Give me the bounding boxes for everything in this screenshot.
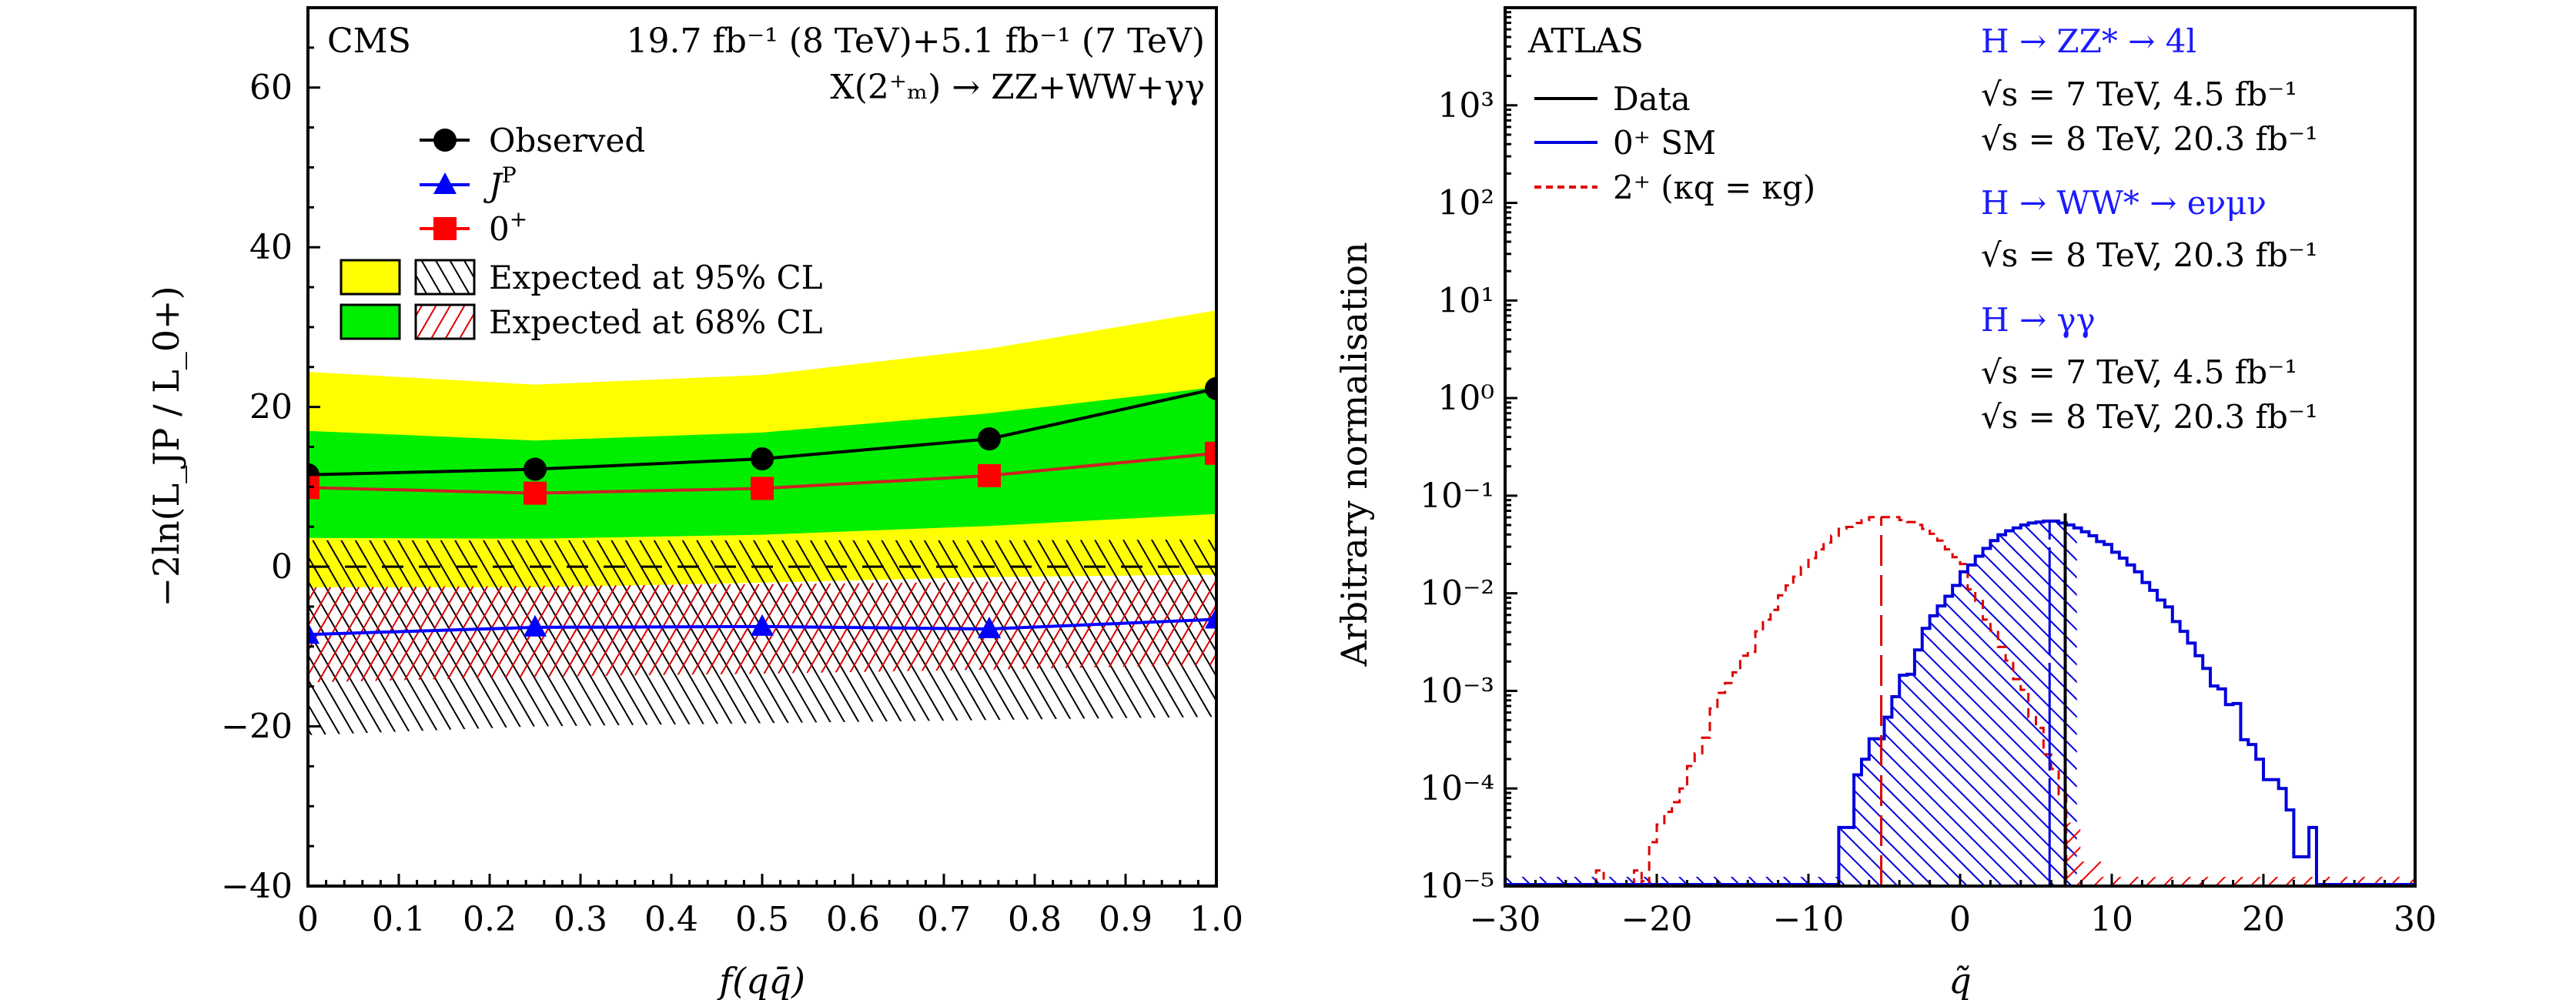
x-tick-label: 0.7 [917,900,971,939]
legend-hatch-swatch [414,259,476,296]
legend-label: 2⁺ (κq = κg) [1613,169,1815,206]
legend-label: Expected at 68% CL [489,303,823,341]
legend-label: Observed [489,122,645,159]
marker-jp [524,614,547,637]
y-tick-label: 20 [249,388,293,427]
hatched-area-0plus [1838,520,2077,886]
x-tick-label: 10 [2090,900,2133,939]
marker-zeroplus [1205,441,1216,465]
x-tick-label: −20 [1621,900,1693,939]
legend-label-text: Observed [489,122,645,159]
y-tick-label: 10¹ [1437,281,1494,320]
histogram-2plus [1648,516,2068,886]
expected-bands [308,310,1216,735]
legend-label: 0⁺ SM [1613,124,1716,162]
x-tick-label: 30 [2394,900,2437,939]
legend-label-text: 0 [489,210,510,248]
legend-label-sup: + [510,206,527,232]
legend-hatch-swatch [414,303,476,340]
y-tick-label: 0 [271,547,293,587]
annotation-text: √s = 7 TeV, 4.5 fb⁻¹ [1981,353,2297,391]
legend-marker-square [433,217,457,240]
x-tick-label: 0 [1949,900,1971,939]
histogram-group [1505,513,2415,886]
y-tick-label: 10⁻⁴ [1420,769,1494,808]
marker-zeroplus [751,477,774,500]
marker-observed [978,427,1001,451]
legend: Data 0⁺ SM 2⁺ (κq = κg) [1534,80,1815,206]
x-axis-title: f(qq̄) [717,960,805,1000]
annotation-text: H → WW* → eνμν [1981,184,2267,222]
marker-zeroplus [978,463,1001,487]
axes: 0 0.1 0.2 0.3 0.4 0.5 0.6 0.7 0.8 0.9 1.0 −40 −20 0 20… [221,6,1243,939]
y-axis-title: −2ln(L_JP / L_0+) [146,286,187,607]
x-tick-label: 0.2 [463,900,517,939]
histogram-2plus-bin [1594,869,1605,886]
process-label: X(2⁺ₘ) → ZZ+WW+γγ [830,68,1205,107]
x-tick-label: 0.8 [1008,900,1062,939]
legend-label: Data [1613,80,1691,118]
annotation-text: H → ZZ* → 4l [1981,22,2196,60]
y-axis-title: Arbitrary normalisation [1333,242,1375,667]
atlas-chart: −30 −20 −10 0 10 20 30 10⁻⁵ 10⁻⁴ 10⁻³ 10⁻² 10⁻¹ 10⁰ 1… [1333,6,2437,1000]
x-tick-label: 0 [297,900,319,939]
annotation-text: H → γγ [1981,301,2096,339]
marker-observed [1205,376,1216,400]
x-tick-label: 0.3 [554,900,607,939]
x-tick-label: −30 [1470,900,1541,939]
x-tick-label: 0.4 [644,900,698,939]
cms-chart: 0 0.1 0.2 0.3 0.4 0.5 0.6 0.7 0.8 0.9 1.0 −40 −20 0 20… [146,6,1243,1000]
annotation-text: √s = 8 TeV, 20.3 fb⁻¹ [1981,236,2318,274]
hatched-area-2plus [2065,822,2102,886]
y-tick-label: −40 [221,867,293,906]
legend-label-sup: P [502,162,517,188]
legend-fill-swatch [340,259,401,296]
marker-jp [978,616,1001,638]
annotation-text: √s = 8 TeV, 20.3 fb⁻¹ [1981,398,2318,436]
histogram-2plus-bin [1632,869,1643,886]
marker-observed [751,447,774,471]
x-tick-label: 20 [2242,900,2285,939]
y-tick-label: 10⁻² [1420,574,1494,614]
x-tick-label: 0.1 [372,900,426,939]
x-tick-label: −10 [1773,900,1845,939]
marker-jp [1205,607,1216,629]
x-tick-label: 0.6 [826,900,880,939]
legend-marker-circle [433,129,457,152]
legend-fill-swatch [340,303,401,340]
annotation-text: √s = 7 TeV, 4.5 fb⁻¹ [1981,75,2297,113]
legend-label: 0+ [489,206,527,248]
marker-jp [308,622,319,644]
marker-observed [524,457,547,481]
legend-label-text: J [483,166,503,204]
y-tick-label: 10⁻¹ [1420,477,1494,516]
histogram-0plus [1837,519,2318,886]
experiment-label: ATLAS [1527,22,1644,61]
y-tick-label: 40 [249,228,293,267]
legend-label: Expected at 95% CL [489,259,823,296]
annotations: H → ZZ* → 4l √s = 7 TeV, 4.5 fb⁻¹ √s = 8 T… [1981,22,2318,436]
y-tick-label: 60 [249,69,293,108]
y-tick-label: −20 [221,707,293,747]
series-group [308,376,1216,644]
annotation-text: √s = 8 TeV, 20.3 fb⁻¹ [1981,120,2318,158]
x-axis-title: q̃ [1949,960,1971,1000]
legend-label: JP [483,162,517,204]
y-tick-label: 10² [1437,184,1494,223]
experiment-label: CMS [327,22,411,61]
x-tick-label: 0.9 [1099,900,1153,939]
x-tick-label: 0.5 [735,900,789,939]
y-tick-label: 10⁰ [1437,379,1494,418]
legend-marker-triangle [433,172,457,194]
y-tick-label: 10³ [1437,86,1494,125]
marker-jp [751,614,774,636]
x-tick-label: 1.0 [1189,900,1243,939]
marker-zeroplus [524,481,547,505]
y-tick-label: 10⁻⁵ [1420,867,1494,906]
axes: −30 −20 −10 0 10 20 30 10⁻⁵ 10⁻⁴ 10⁻³ 10⁻² 10⁻¹ 10⁰ 1… [1420,6,2437,939]
lumi-label: 19.7 fb⁻¹ (8 TeV)+5.1 fb⁻¹ (7 TeV) [626,22,1205,61]
y-tick-label: 10⁻³ [1420,671,1494,711]
